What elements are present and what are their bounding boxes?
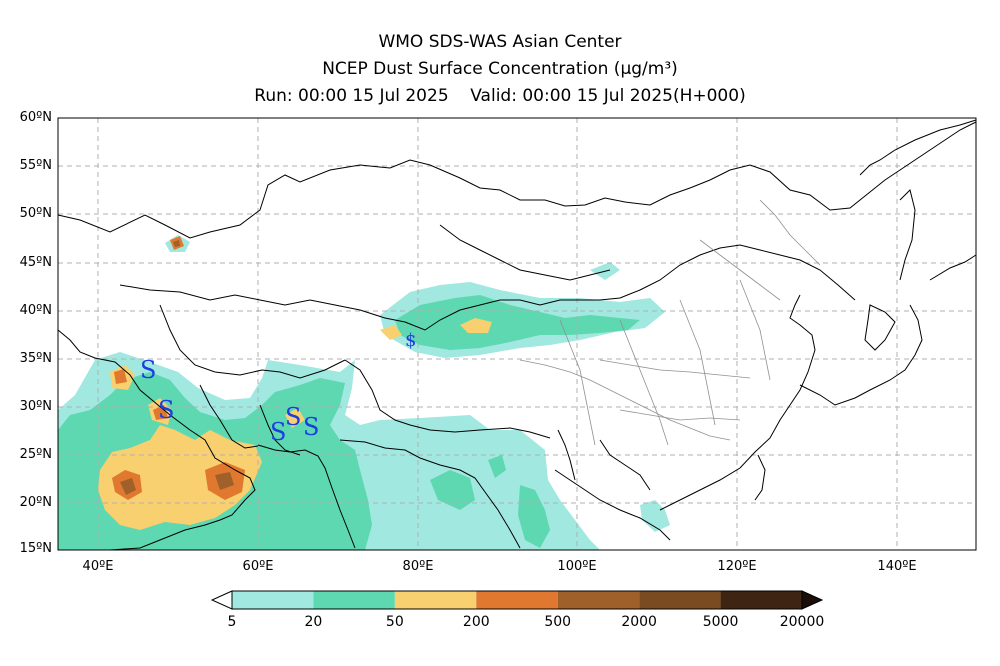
lon-label: 140ºE (877, 559, 917, 574)
colorbar-over-arrow (801, 590, 824, 610)
gridlines (58, 118, 976, 550)
lat-label: 55ºN (19, 158, 52, 173)
lon-label: 120ºE (717, 559, 757, 574)
colorbar-tick-label: 50 (385, 614, 404, 630)
dust-storm-symbol: S (140, 356, 156, 384)
country-borders (119, 224, 856, 491)
chart-subtitle: NCEP Dust Surface Concentration (µg/m³) (322, 59, 678, 79)
dust-level-500-2000 (120, 240, 234, 495)
colorbar-segment (476, 591, 558, 609)
dust-storm-symbol: S (285, 403, 301, 431)
colorbar-tick-label: 500 (544, 614, 572, 630)
colorbar-under-arrow (210, 590, 233, 610)
colorbar-segment (639, 591, 721, 609)
lat-label: 30ºN (19, 399, 52, 414)
lat-label: 25ºN (19, 447, 52, 462)
colorbar-tick-label: 200 (462, 614, 490, 630)
colorbar-segment (394, 591, 477, 609)
colorbar-segment (720, 591, 802, 609)
lat-label: 60ºN (19, 110, 52, 125)
map-area: S S S S S $ (57, 117, 977, 551)
coastlines (57, 119, 977, 551)
lat-label: 35ºN (19, 351, 52, 366)
lon-label: 100ºE (557, 559, 597, 574)
lat-label: 45ºN (19, 255, 52, 270)
dust-storm-symbol: S (270, 418, 286, 446)
run-valid-time: Run: 00:00 15 Jul 2025 Valid: 00:00 15 J… (254, 86, 746, 106)
lat-label: 40ºN (19, 303, 52, 318)
dust-storm-symbol: S (158, 396, 174, 424)
colorbar-tick-label: 5 (227, 614, 237, 630)
colorbar-segment (557, 591, 640, 609)
chart-title: WMO SDS-WAS Asian Center (378, 32, 622, 52)
colorbar (210, 590, 824, 610)
dust-haze-symbol: $ (405, 330, 416, 351)
dust-level-50-200 (98, 318, 492, 530)
colorbar-outline (231, 590, 803, 610)
lat-label: 50ºN (19, 206, 52, 221)
lon-label: 60ºE (242, 559, 274, 574)
colorbar-tick-label: 20 (304, 614, 323, 630)
lat-label: 15ºN (19, 541, 52, 556)
colorbar-segment (232, 591, 314, 609)
lon-label: 80ºE (402, 559, 434, 574)
lon-label: 40ºE (82, 559, 114, 574)
map-frame (57, 117, 977, 551)
colorbar-tick-label: 20000 (779, 614, 825, 630)
colorbar-tick-label: 5000 (702, 614, 739, 630)
lat-label: 20ºN (19, 495, 52, 510)
province-borders (519, 199, 821, 446)
colorbar-tick-label: 2000 (621, 614, 657, 630)
dust-storm-symbol: S (303, 413, 319, 441)
dust-symbols: S S S S S $ (140, 330, 416, 446)
colorbar-segment (313, 591, 395, 609)
